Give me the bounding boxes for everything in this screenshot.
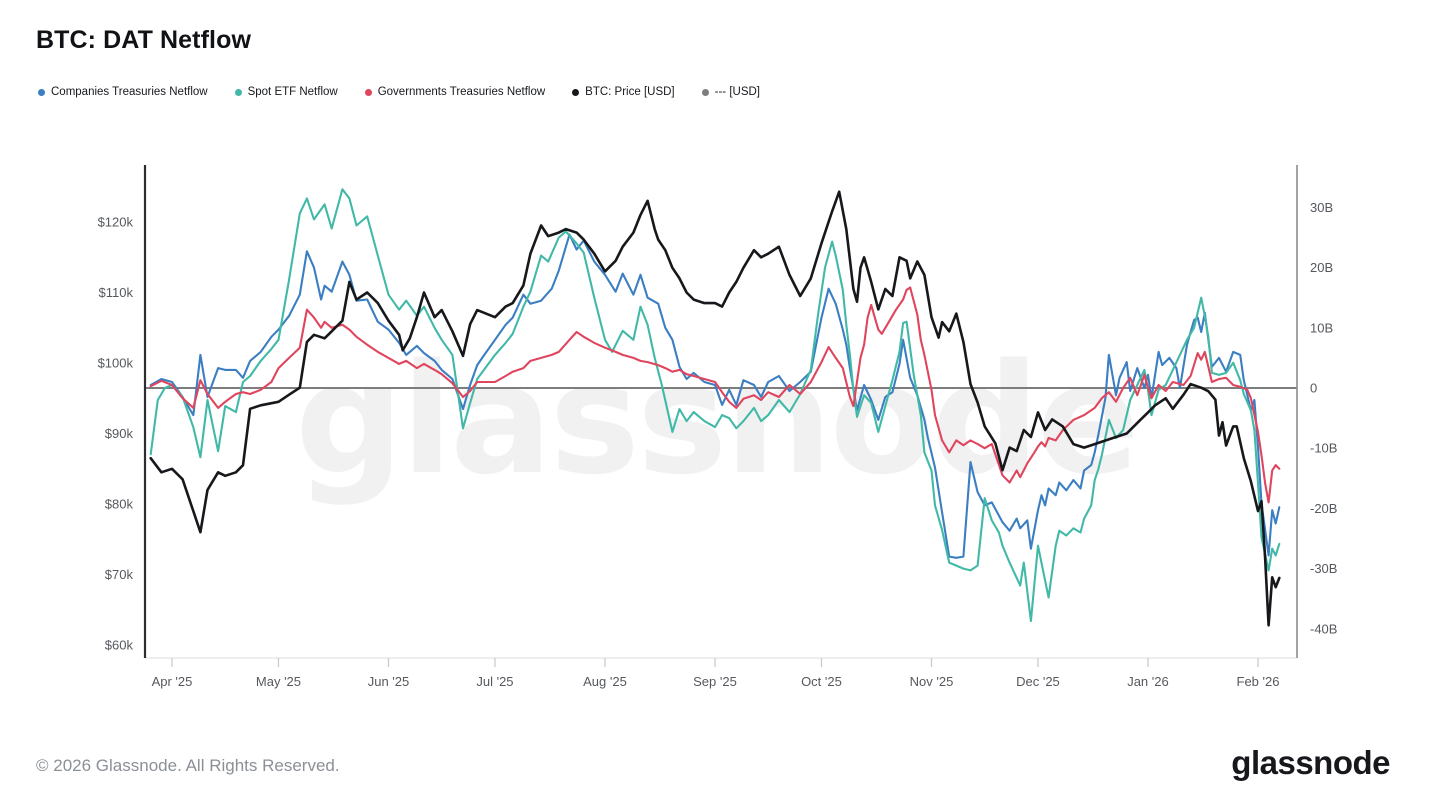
- y-axis-right-label: 10B: [1310, 320, 1333, 335]
- x-axis: Apr '25 May '25 Jun '25 Jul '25 Aug '25 Sep '…: [152, 658, 1280, 689]
- legend-dot-icon: [701, 88, 709, 96]
- y-axis-left-label: $110k: [99, 285, 134, 300]
- x-axis-label: May '25: [256, 674, 301, 689]
- x-axis-label: Jan '26: [1127, 674, 1169, 689]
- chart-legend: Companies Treasuries Netflow Spot ETF Net…: [38, 86, 760, 98]
- legend-item-companies-treasuries-netflow[interactable]: Companies Treasuries Netflow: [38, 86, 208, 98]
- y-axis-left-label: $100k: [98, 356, 134, 371]
- series-line-companies-treasuries-netflow[interactable]: [149, 233, 1281, 559]
- watermark-glassnode: glassnode: [295, 331, 1137, 508]
- legend-item-btc-price-usd[interactable]: BTC: Price [USD]: [572, 86, 675, 98]
- x-axis-label: Jul '25: [476, 674, 513, 689]
- legend-item-label: --- [USD]: [714, 86, 760, 98]
- y-axis-right-label: -10B: [1310, 441, 1337, 456]
- legend-dot-icon: [572, 88, 580, 96]
- y-axis-left-label: $60k: [105, 638, 134, 653]
- series-line-spot-etf-netflow[interactable]: [149, 188, 1281, 623]
- y-axis-left-label: $120k: [98, 215, 134, 230]
- y-axis-left-label: $70k: [105, 567, 134, 582]
- x-axis-label: Jun '25: [368, 674, 410, 689]
- y-axis-right-label: -30B: [1310, 561, 1337, 576]
- x-axis-label: Apr '25: [152, 674, 193, 689]
- legend-item-governments-treasuries-netflow[interactable]: Governments Treasuries Netflow: [364, 86, 546, 98]
- x-axis-label: Nov '25: [910, 674, 954, 689]
- x-axis-label: Feb '26: [1237, 674, 1280, 689]
- x-axis-label: Sep '25: [693, 674, 737, 689]
- legend-item-label: Companies Treasuries Netflow: [51, 86, 208, 98]
- y-axis-right: 30B 20B 10B 0 -10B -20B -30B -40B: [1310, 200, 1337, 636]
- y-axis-left: $120k $110k $100k $90k $80k $70k $60k: [98, 215, 134, 653]
- legend-item-label: Governments Treasuries Netflow: [377, 86, 546, 98]
- page-title: BTC: DAT Netflow: [36, 26, 251, 54]
- y-axis-right-label: 0: [1310, 381, 1317, 396]
- x-axis-label: Oct '25: [801, 674, 842, 689]
- legend-item-label: BTC: Price [USD]: [585, 86, 675, 98]
- y-axis-right-label: 30B: [1310, 200, 1333, 215]
- series-line-btc-price-usd[interactable]: [149, 190, 1281, 627]
- glassnode-logo[interactable]: glassnode: [1231, 744, 1390, 781]
- legend-item-usd[interactable]: --- [USD]: [701, 86, 760, 98]
- legend-item-spot-etf-netflow[interactable]: Spot ETF Netflow: [234, 86, 338, 98]
- legend-dot-icon: [234, 88, 242, 96]
- copyright-text: © 2026 Glassnode. All Rights Reserved.: [36, 756, 340, 775]
- y-axis-right-label: -20B: [1310, 501, 1337, 516]
- series-line-governments-treasuries-netflow[interactable]: [149, 286, 1281, 504]
- y-axis-left-label: $80k: [105, 497, 134, 512]
- y-axis-right-label: 20B: [1310, 260, 1333, 275]
- x-axis-label: Dec '25: [1016, 674, 1060, 689]
- y-axis-right-label: -40B: [1310, 621, 1337, 636]
- legend-dot-icon: [364, 88, 372, 96]
- y-axis-left-label: $90k: [105, 426, 134, 441]
- x-axis-label: Aug '25: [583, 674, 627, 689]
- legend-dot-icon: [38, 88, 45, 96]
- legend-item-label: Spot ETF Netflow: [247, 86, 338, 98]
